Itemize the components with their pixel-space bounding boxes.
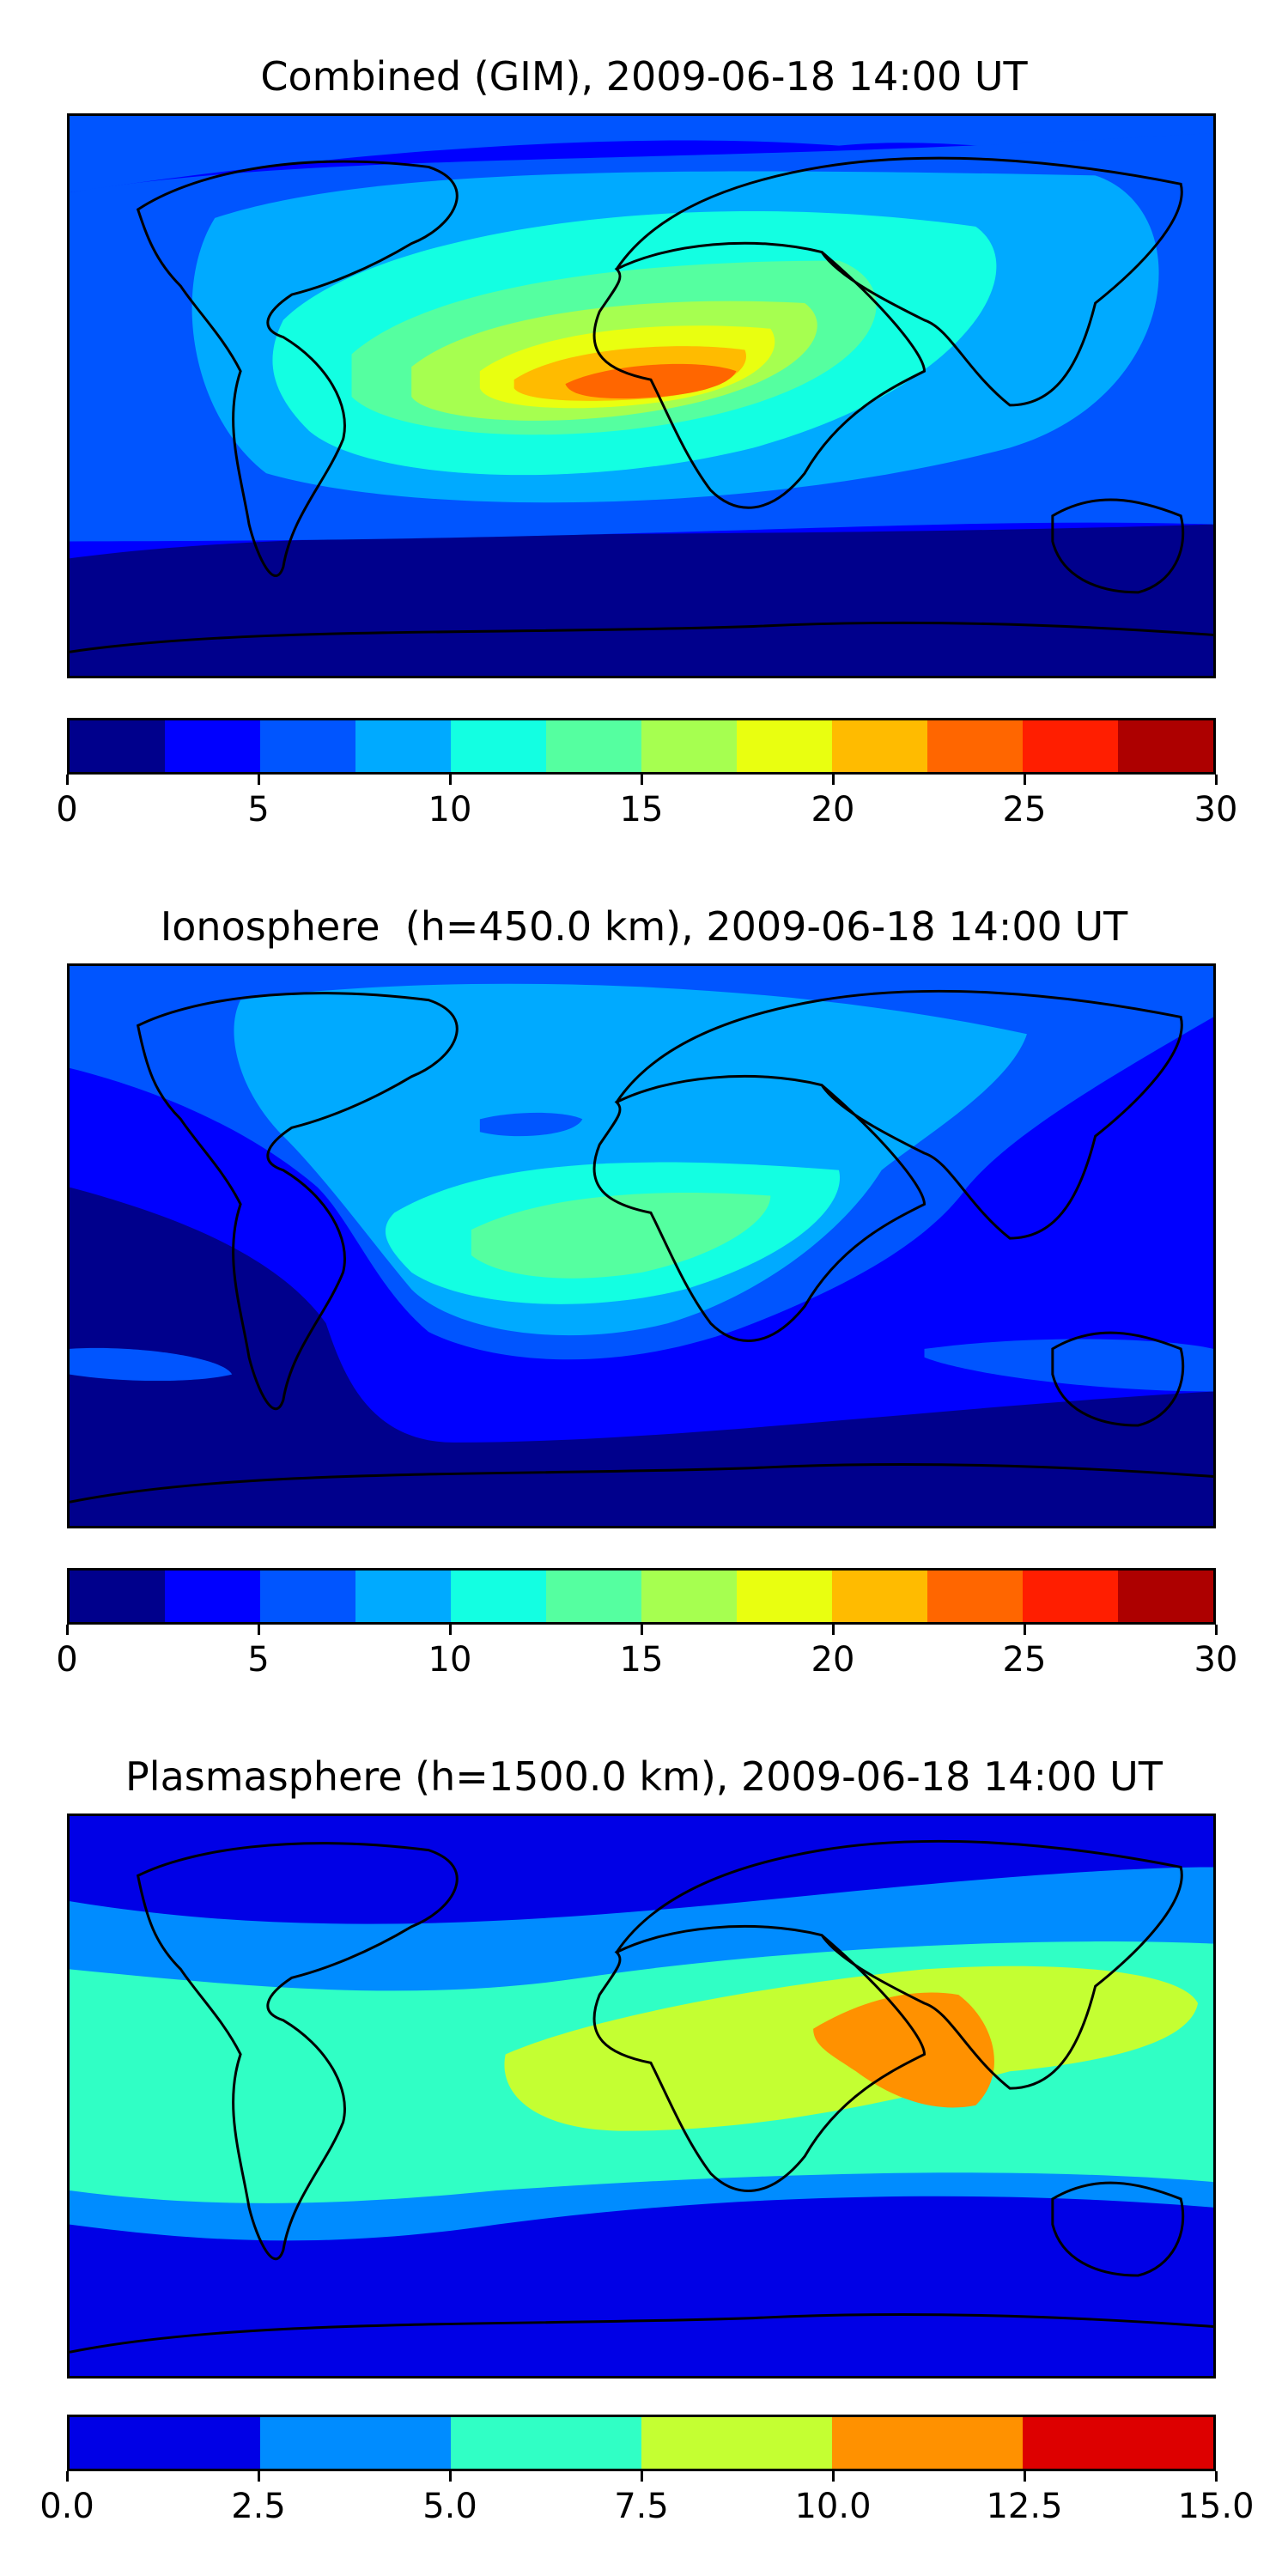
colorbar-segment (546, 1571, 641, 1622)
colorbar-segment (260, 1571, 355, 1622)
colorbar-tick-label: 2.5 (231, 2487, 286, 2526)
colorbar-segment (1118, 720, 1213, 772)
colorbar-segment (832, 2417, 1023, 2469)
colorbar-segment (641, 2417, 832, 2469)
map-combined-gim (67, 113, 1216, 678)
colorbar-segment (260, 720, 355, 772)
colorbar-ionosphere (67, 1568, 1216, 1625)
colorbar-tick-label: 0 (56, 790, 78, 829)
colorbar-segment (1023, 720, 1118, 772)
colorbar-tick-label: 7.5 (614, 2487, 669, 2526)
colorbar-segment (1023, 1571, 1118, 1622)
colorbar-segment (832, 720, 927, 772)
colorbar-tick (257, 775, 260, 785)
colorbar-segment (832, 1571, 927, 1622)
colorbar-tick (831, 1625, 835, 1635)
colorbar-tick-label: 15 (619, 790, 664, 829)
map-title-plasmasphere: Plasmasphere (h=1500.0 km), 2009-06-18 1… (125, 1753, 1163, 1800)
colorbar-segment (70, 1571, 165, 1622)
colorbar-tick-label: 5.0 (422, 2487, 477, 2526)
colorbar-segment (546, 720, 641, 772)
map-plasmasphere (67, 1814, 1216, 2379)
colorbar-tick (640, 1625, 643, 1635)
colorbar-segment (355, 720, 451, 772)
colorbar-tick (448, 775, 452, 785)
colorbar-tick (1214, 1625, 1218, 1635)
colorbar-tick-label: 30 (1194, 1640, 1238, 1680)
colorbar-segment (260, 2417, 451, 2469)
colorbar-segment (737, 1571, 832, 1622)
colorbar-combined (67, 718, 1216, 775)
colorbar-tick (257, 1625, 260, 1635)
colorbar-segment (451, 720, 546, 772)
colorbar-segment (641, 720, 737, 772)
colorbar-tick (257, 2471, 260, 2482)
colorbar-segment (70, 720, 165, 772)
colorbar-segment (927, 720, 1023, 772)
colorbar-segment (1118, 1571, 1213, 1622)
colorbar-tick-label: 20 (811, 1640, 855, 1680)
colorbar-tick (640, 2471, 643, 2482)
colorbar-segment (1023, 2417, 1213, 2469)
colorbar-tick (1023, 2471, 1026, 2482)
colorbar-tick (65, 1625, 69, 1635)
colorbar-tick-label: 12.5 (986, 2487, 1063, 2526)
map-title-combined: Combined (GIM), 2009-06-18 14:00 UT (260, 53, 1028, 100)
colorbar-tick-label: 15 (619, 1640, 664, 1680)
colorbar-tick (1023, 1625, 1026, 1635)
colorbar-tick-label: 20 (811, 790, 855, 829)
colorbar-segment (70, 2417, 260, 2469)
map-ionosphere (67, 963, 1216, 1528)
colorbar-tick (640, 775, 643, 785)
colorbar-segment (165, 720, 260, 772)
colorbar-tick-label: 15.0 (1177, 2487, 1255, 2526)
colorbar-tick-label: 0 (56, 1640, 78, 1680)
colorbar-tick (65, 775, 69, 785)
colorbar-tick-label: 10 (428, 790, 472, 829)
colorbar-segment (927, 1571, 1023, 1622)
colorbar-tick (448, 1625, 452, 1635)
colorbar-tick (65, 2471, 69, 2482)
map-title-ionosphere: Ionosphere (h=450.0 km), 2009-06-18 14:0… (160, 903, 1128, 950)
colorbar-tick-label: 5 (247, 790, 270, 829)
colorbar-tick-label: 10 (428, 1640, 472, 1680)
colorbar-tick (448, 2471, 452, 2482)
colorbar-tick (831, 2471, 835, 2482)
colorbar-tick (1214, 775, 1218, 785)
colorbar-plasmasphere (67, 2415, 1216, 2471)
colorbar-tick (1023, 775, 1026, 785)
colorbar-segment (451, 1571, 546, 1622)
colorbar-segment (355, 1571, 451, 1622)
colorbar-tick-label: 30 (1194, 790, 1238, 829)
colorbar-tick (831, 775, 835, 785)
colorbar-tick-label: 10.0 (794, 2487, 872, 2526)
colorbar-segment (641, 1571, 737, 1622)
colorbar-tick-label: 25 (1002, 1640, 1047, 1680)
colorbar-tick-label: 5 (247, 1640, 270, 1680)
colorbar-segment (451, 2417, 641, 2469)
colorbar-segment (165, 1571, 260, 1622)
colorbar-tick (1214, 2471, 1218, 2482)
colorbar-tick-label: 0.0 (39, 2487, 94, 2526)
colorbar-segment (737, 720, 832, 772)
colorbar-tick-label: 25 (1002, 790, 1047, 829)
